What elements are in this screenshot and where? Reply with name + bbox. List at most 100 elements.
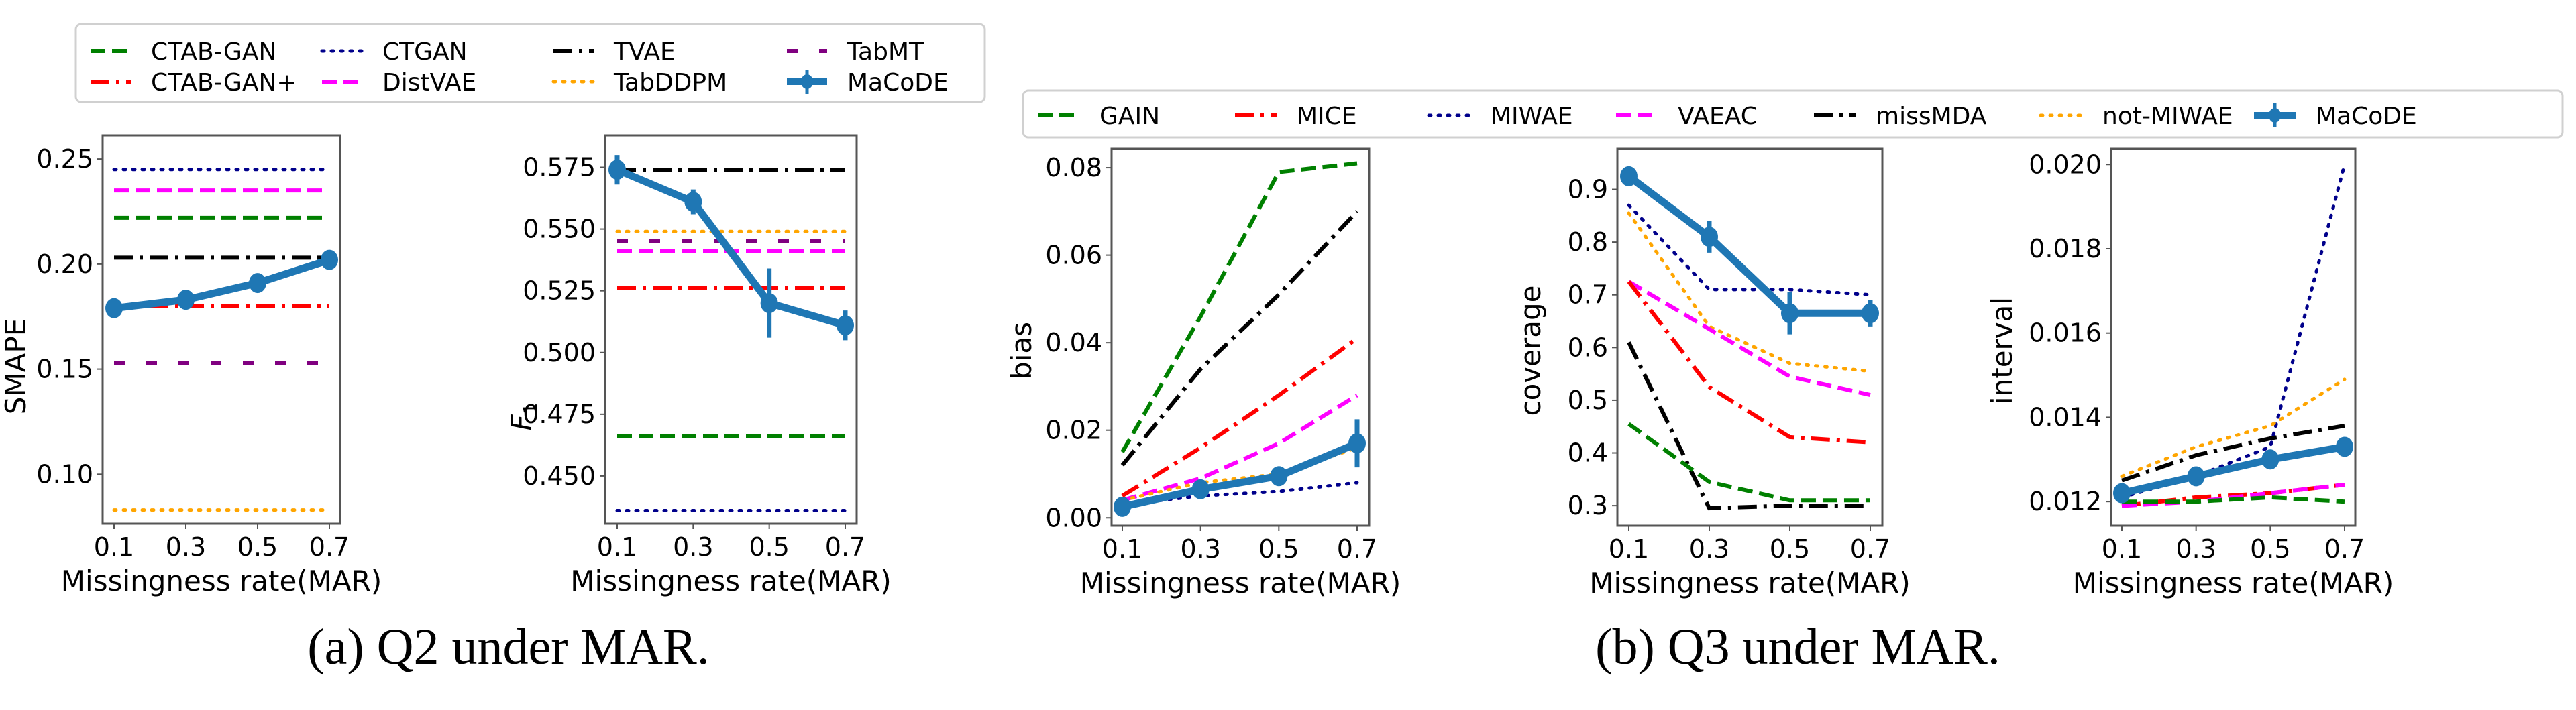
legend-label: not-MIWAE (2102, 103, 2233, 130)
series-macode (608, 155, 854, 341)
legend-label: GAIN (1099, 103, 1160, 130)
legend-label: CTAB-GAN+ (151, 69, 297, 97)
series-mice (1627, 280, 1871, 445)
legend-label: TabDDPM (613, 69, 727, 97)
y-tick-label: 0.7 (1568, 280, 1608, 310)
legend-item: CTAB-GAN+ (91, 69, 297, 97)
x-tick-label: 0.1 (1609, 534, 1649, 564)
x-axis-label: Missingness rate(MAR) (1080, 567, 1401, 599)
x-tick-label: 0.3 (673, 532, 713, 562)
x-tick-label: 0.5 (1770, 534, 1810, 564)
series-line-macode (615, 166, 847, 329)
y-tick-label: 0.018 (2029, 234, 2102, 263)
caption-b: (b) Q3 under MAR. (1595, 619, 2000, 675)
y-axis-label: interval (1986, 297, 2019, 404)
data-point (177, 290, 195, 310)
data-point (1270, 466, 1288, 487)
x-tick-label: 0.5 (2250, 534, 2290, 564)
plot-frame (2110, 147, 2357, 527)
x-axis-label: Missingness rate(MAR) (61, 565, 382, 597)
y-tick-label: 0.08 (1045, 153, 1102, 182)
x-tick-label: 0.1 (1102, 534, 1142, 564)
series-group (2113, 162, 2353, 508)
series-macode (1114, 419, 1366, 517)
legend-b: GAIN MICE MIWAE VAEAC missMDA not-MIWAE MaCoDE (1022, 89, 2564, 139)
legend-label: CTGAN (382, 38, 468, 66)
legend-item: not-MIWAE (2039, 103, 2233, 130)
series-group (1114, 161, 1366, 517)
chart-f1: 0.450 0.475 0.500 0.525 0.550 0.575 0.1 0.3 0.5 0… (505, 134, 892, 597)
series-group (608, 155, 854, 512)
legend-marker (801, 74, 813, 89)
data-point (760, 293, 778, 314)
legend-item: VAEAC (1616, 103, 1758, 130)
legend-label: VAEAC (1678, 103, 1758, 130)
plot-frame (101, 134, 341, 525)
x-tick-label: 0.7 (825, 532, 865, 562)
data-point (608, 160, 626, 180)
legend-item: TVAE (553, 38, 676, 66)
plot-frame (604, 134, 858, 525)
data-point (1348, 433, 1366, 454)
legend-label: MICE (1297, 103, 1357, 130)
data-point (321, 249, 338, 270)
series-line-macode (2121, 442, 2345, 497)
legend-item: MIWAE (1427, 103, 1573, 130)
y-tick-label: 0.9 (1568, 175, 1608, 204)
series-line-macode (113, 256, 331, 312)
series-missmda (2121, 424, 2345, 483)
y-tick-label: 0.016 (2029, 318, 2102, 348)
series-not-miwae (1627, 211, 1872, 373)
x-tick-label: 0.5 (1258, 534, 1299, 564)
series-missmda (1627, 341, 1870, 511)
legend-label: CTAB-GAN (151, 38, 276, 66)
x-tick-label: 0.5 (237, 532, 278, 562)
legend-item: GAIN (1038, 103, 1160, 130)
x-tick-label: 0.5 (749, 532, 789, 562)
y-tick-label: 0.00 (1045, 503, 1102, 532)
y-axis-label: bias (1005, 322, 1038, 379)
legend-label: MaCoDE (2316, 103, 2417, 130)
series-gain (2122, 495, 2345, 504)
legend-a: CTAB-GAN CTAB-GAN+ CTGAN DistVAE TVAE TabDDPM… (74, 23, 986, 103)
y-tick-label: 0.04 (1045, 328, 1102, 357)
legend-label: missMDA (1876, 103, 1987, 130)
x-tick-label: 0.7 (1337, 534, 1377, 564)
plot-frame (1616, 147, 1884, 527)
chart-smape: 0.10 0.15 0.20 0.25 0.1 0.3 0.5 0.7Missingness … (0, 134, 382, 597)
series-line-macode (1121, 440, 1359, 511)
legend-item: TabDDPM (551, 69, 727, 97)
legend-item: missMDA (1814, 103, 1987, 130)
series-vaeac (2121, 483, 2345, 508)
x-tick-label: 0.1 (94, 532, 134, 562)
y-tick-label: 0.575 (523, 153, 596, 182)
y-tick-label: 0.20 (36, 249, 93, 279)
x-tick-label: 0.7 (2324, 534, 2365, 564)
caption-a: (a) Q2 under MAR. (307, 619, 709, 675)
x-tick-label: 0.3 (166, 532, 206, 562)
data-point (1620, 166, 1638, 186)
series-missmda (1120, 210, 1359, 467)
legend-item: MICE (1235, 103, 1357, 130)
data-point (837, 315, 854, 336)
data-point (105, 298, 123, 318)
data-point (1114, 496, 1131, 517)
series-not-miwae (2120, 377, 2347, 478)
series-macode (105, 249, 338, 318)
y-tick-label: 0.4 (1568, 438, 1608, 468)
y-tick-label: 0.500 (523, 338, 596, 367)
x-axis-label: Missingness rate(MAR) (570, 565, 891, 597)
y-tick-label: 0.8 (1568, 227, 1608, 257)
y-tick-label: 0.06 (1045, 241, 1102, 270)
legend-label: TabMT (847, 38, 924, 66)
legend-label: MaCoDE (847, 69, 949, 97)
x-tick-label: 0.3 (1180, 534, 1220, 564)
series-group (1620, 166, 1879, 511)
x-tick-label: 0.7 (309, 532, 350, 562)
legend-marker (2269, 108, 2281, 123)
series-macode (2113, 436, 2353, 504)
legend-label: MIWAE (1491, 103, 1573, 130)
y-tick-label: 0.15 (36, 355, 93, 384)
legend-item: DistVAE (322, 69, 476, 97)
y-tick-label: 0.525 (523, 276, 596, 306)
